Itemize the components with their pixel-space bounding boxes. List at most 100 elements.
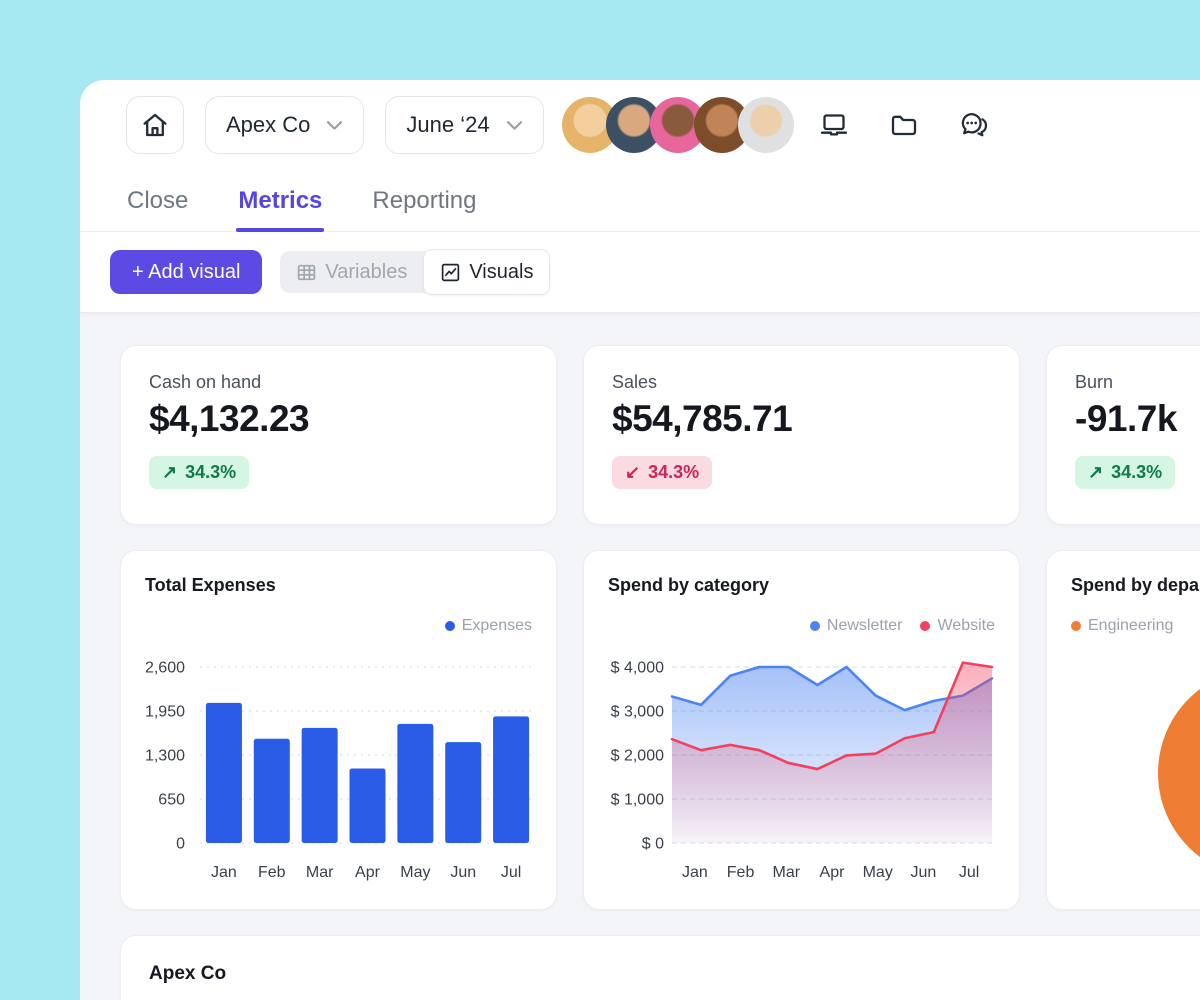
svg-text:Apr: Apr — [820, 864, 846, 881]
header-actions — [819, 111, 991, 139]
chart-legend: Engineering — [1071, 617, 1173, 635]
chart-legend: Expenses — [444, 617, 532, 635]
svg-text:Jun: Jun — [450, 864, 476, 881]
legend-item-engineering[interactable]: Engineering — [1071, 617, 1173, 635]
metric-title: Burn — [1075, 372, 1114, 392]
svg-text:Mar: Mar — [773, 864, 801, 881]
legend-dot — [444, 621, 455, 631]
svg-text:Feb: Feb — [727, 864, 755, 881]
svg-text:Apr: Apr — [355, 864, 381, 881]
segment-label: Variables — [325, 260, 408, 283]
app-window: Apex Co June ‘24 — [80, 80, 1200, 1000]
total-expenses-card: Total Expenses Expenses 0 650 1,300 1,950 2,… — [120, 550, 557, 910]
tab-bar: Close Metrics Reporting — [80, 170, 1200, 232]
svg-text:1,300: 1,300 — [145, 748, 185, 765]
svg-text:$ 0: $ 0 — [642, 836, 664, 853]
chevron-down-icon — [326, 120, 343, 131]
segment-variables[interactable]: Variables — [280, 251, 423, 293]
metric-card-burn: Burn -91.7k ↗ 34.3% — [1046, 345, 1200, 525]
change-value: 34.3% — [185, 462, 237, 482]
folder-icon[interactable] — [889, 112, 919, 138]
metric-value: $4,132.23 — [149, 398, 310, 439]
metric-cards-row: Cash on hand $4,132.23 ↗ 34.3% Sales $54… — [120, 345, 1200, 525]
svg-text:2,600: 2,600 — [145, 660, 185, 677]
change-badge: ↗ 34.3% — [1075, 456, 1176, 489]
svg-text:Jul: Jul — [959, 864, 979, 881]
table-icon — [296, 262, 317, 283]
chevron-down-icon — [506, 120, 523, 131]
legend-label: Website — [937, 617, 995, 634]
metric-title: Cash on hand — [149, 372, 262, 392]
period-selector[interactable]: June ‘24 — [385, 96, 544, 154]
dashboard-content: Cash on hand $4,132.23 ↗ 34.3% Sales $54… — [80, 313, 1200, 1000]
line-chart: $ 0 $ 1,000 $ 2,000 $ 3,000 $ 4,000 Jan Feb Mar… — [611, 660, 994, 881]
chart-icon — [440, 262, 461, 283]
avatar[interactable] — [737, 97, 794, 153]
metric-title: Sales — [612, 372, 658, 392]
company-section-card: Apex Co — [120, 935, 1200, 1000]
view-segmented-control: Variables Visuals — [280, 249, 551, 295]
tab-label: Close — [127, 186, 189, 214]
svg-text:$ 1,000: $ 1,000 — [611, 792, 664, 809]
toolbar: + Add visual Variables Vis — [80, 232, 1200, 313]
metric-card-cash-on-hand: Cash on hand $4,132.23 ↗ 34.3% — [120, 345, 557, 525]
laptop-icon[interactable] — [819, 112, 849, 138]
change-badge: ↙ 34.3% — [612, 456, 713, 489]
chart-title: Total Expenses — [145, 575, 276, 595]
legend-label: Expenses — [461, 617, 532, 634]
svg-text:Mar: Mar — [306, 864, 334, 881]
segment-visuals[interactable]: Visuals — [423, 249, 551, 295]
legend-item-expenses[interactable]: Expenses — [444, 617, 532, 635]
svg-text:Jun: Jun — [911, 864, 937, 881]
period-selector-label: June ‘24 — [406, 112, 490, 137]
arrow-down-left-icon: ↙ — [625, 462, 641, 482]
change-value: 34.3% — [1111, 462, 1163, 482]
metric-card-sales: Sales $54,785.71 ↙ 34.3% — [583, 345, 1020, 525]
chart-title: Spend by category — [608, 575, 770, 595]
spend-by-department-card: Spend by department Engineering — [1046, 550, 1200, 910]
svg-text:0: 0 — [176, 836, 185, 853]
home-icon — [141, 112, 169, 138]
chat-icon[interactable] — [959, 111, 991, 139]
svg-text:1,950: 1,950 — [145, 704, 185, 721]
legend-dot — [1071, 621, 1081, 631]
arrow-up-right-icon: ↗ — [162, 462, 178, 482]
legend-label: Engineering — [1088, 617, 1174, 634]
metric-value: -91.7k — [1075, 398, 1177, 439]
company-selector-label: Apex Co — [226, 112, 311, 137]
section-title: Apex Co — [149, 963, 227, 984]
legend-item-website[interactable]: Website — [920, 617, 995, 635]
chart-legend: Newsletter Website — [809, 617, 995, 635]
svg-text:Jan: Jan — [211, 864, 237, 881]
svg-text:Feb: Feb — [258, 864, 286, 881]
segment-label: Visuals — [469, 260, 534, 283]
chart-title: Spend by department — [1071, 575, 1200, 595]
donut-chart — [1158, 668, 1200, 878]
svg-text:Jan: Jan — [682, 864, 708, 881]
tab-close[interactable]: Close — [127, 170, 188, 231]
change-badge: ↗ 34.3% — [149, 456, 250, 489]
tab-metrics[interactable]: Metrics — [236, 170, 325, 232]
legend-dot — [920, 621, 931, 631]
svg-text:$ 4,000: $ 4,000 — [611, 660, 664, 677]
svg-text:May: May — [400, 864, 430, 881]
change-value: 34.3% — [648, 462, 700, 482]
tab-label: Metrics — [238, 186, 323, 214]
legend-item-newsletter[interactable]: Newsletter — [809, 617, 903, 635]
bar-chart: 0 650 1,300 1,950 2,600 Jan Feb Mar Apr May Jun Jul — [145, 660, 535, 881]
svg-text:650: 650 — [158, 792, 185, 809]
top-bar: Apex Co June ‘24 — [80, 80, 1200, 170]
spend-by-category-card: Spend by category Newsletter Website $ 0… — [583, 550, 1020, 910]
add-visual-button[interactable]: + Add visual — [110, 250, 263, 294]
svg-text:$ 2,000: $ 2,000 — [611, 748, 664, 765]
home-button[interactable] — [126, 96, 184, 154]
tab-label: Reporting — [372, 186, 477, 214]
chart-cards-row: Total Expenses Expenses 0 650 1,300 1,950 2,… — [120, 550, 1200, 910]
legend-label: Newsletter — [826, 617, 903, 634]
company-selector[interactable]: Apex Co — [205, 96, 365, 154]
svg-text:Jul: Jul — [501, 864, 521, 881]
legend-dot — [809, 621, 820, 631]
avatar-group — [561, 97, 794, 153]
svg-text:$ 3,000: $ 3,000 — [611, 704, 664, 721]
tab-reporting[interactable]: Reporting — [372, 170, 476, 231]
